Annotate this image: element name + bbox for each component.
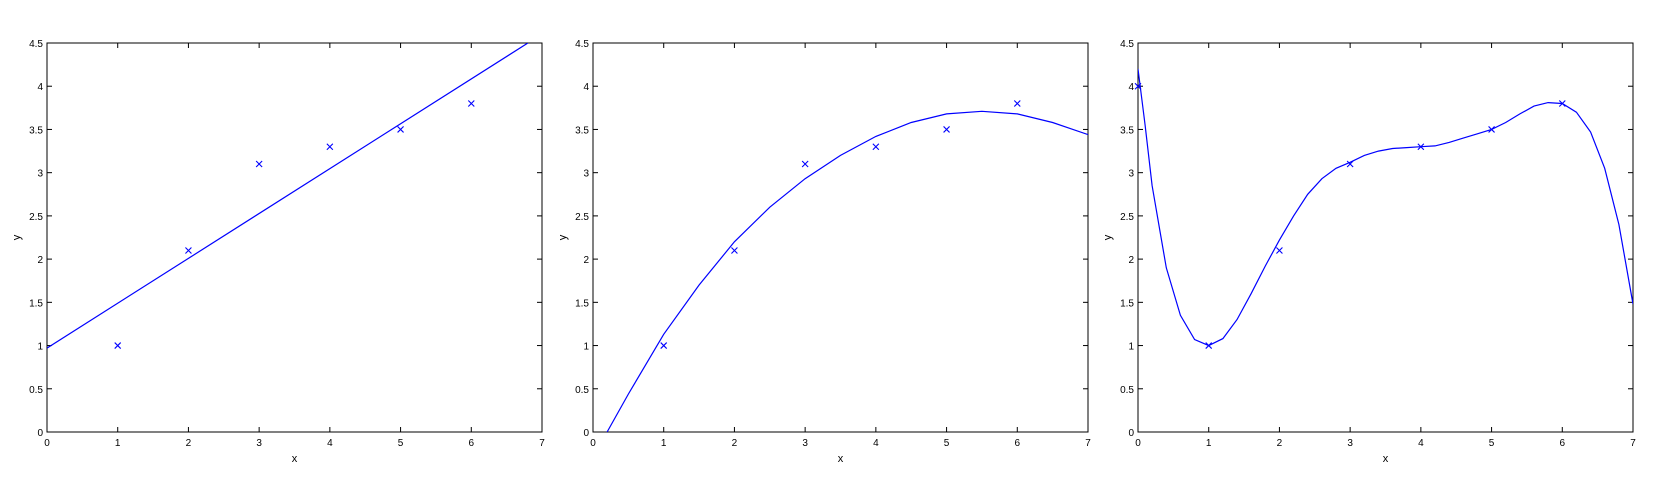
data-point xyxy=(1346,160,1354,168)
y-tick-label: 3 xyxy=(583,169,589,180)
x-tick-label: 4 xyxy=(327,438,333,449)
x-axis-label: x xyxy=(838,453,844,465)
data-point xyxy=(731,247,738,254)
x-tick-label: 2 xyxy=(186,438,192,449)
x-tick-label: 3 xyxy=(1347,438,1353,449)
y-tick-label: 4.5 xyxy=(29,39,43,50)
y-tick-label: 3.5 xyxy=(1120,125,1134,136)
x-tick-label: 2 xyxy=(732,438,738,449)
y-tick-label: 3 xyxy=(1128,169,1134,180)
x-tick-label: 5 xyxy=(1489,438,1495,449)
data-point xyxy=(185,247,192,254)
x-tick-label: 0 xyxy=(44,438,50,449)
x-axis-label: x xyxy=(1383,453,1389,465)
data-point xyxy=(326,143,334,151)
y-tick-label: 0.5 xyxy=(1120,385,1134,396)
plot-frame xyxy=(1137,42,1634,433)
x-tick-label: 6 xyxy=(1560,438,1566,449)
data-point xyxy=(1488,126,1495,133)
y-axis-label: y xyxy=(557,234,569,240)
y-tick-label: 0.5 xyxy=(575,385,589,396)
x-tick-label: 5 xyxy=(944,438,950,449)
y-tick-label: 4 xyxy=(37,82,43,93)
x-tick-label: 1 xyxy=(1206,438,1212,449)
y-axis-label: y xyxy=(11,234,23,240)
data-point xyxy=(1558,100,1566,107)
y-tick-label: 2.5 xyxy=(575,212,589,223)
data-point xyxy=(1205,342,1213,349)
data-point xyxy=(1417,143,1425,151)
x-axis-label: x xyxy=(292,453,298,465)
x-tick-label: 1 xyxy=(115,438,121,449)
x-tick-label: 2 xyxy=(1277,438,1283,449)
x-tick-label: 3 xyxy=(802,438,808,449)
x-tick-label: 5 xyxy=(398,438,404,449)
y-tick-label: 2.5 xyxy=(1120,212,1134,223)
y-tick-label: 4.5 xyxy=(1120,39,1134,50)
data-point xyxy=(1134,82,1142,90)
y-tick-label: 4.5 xyxy=(575,39,589,50)
y-tick-label: 4 xyxy=(1128,82,1134,93)
x-tick-label: 7 xyxy=(539,438,545,449)
subplot-2: 0 1 2 3 4 5 6 7 0 0.5 1 1.5 2 2.5 3 3.5 4 4.5 x y xyxy=(557,39,1091,465)
subplot-3: 0 1 2 3 4 5 6 7 0 0.5 1 1.5 2 2.5 3 3.5 4 4.5 x y xyxy=(1102,39,1636,465)
y-tick-label: 0 xyxy=(37,428,43,439)
y-tick-label: 3.5 xyxy=(29,125,43,136)
data-point xyxy=(1013,100,1021,107)
x-tick-label: 0 xyxy=(590,438,596,449)
data-point xyxy=(872,143,880,151)
x-tick-label: 4 xyxy=(1418,438,1424,449)
x-tick-label: 7 xyxy=(1630,438,1636,449)
x-tick-label: 0 xyxy=(1135,438,1141,449)
y-tick-label: 0 xyxy=(583,428,589,439)
data-point xyxy=(943,126,950,133)
x-tick-label: 6 xyxy=(1015,438,1021,449)
y-tick-label: 1.5 xyxy=(29,298,43,309)
data-point xyxy=(801,160,809,168)
y-tick-label: 2.5 xyxy=(29,212,43,223)
x-tick-label: 4 xyxy=(873,438,879,449)
plot-frame xyxy=(46,42,543,433)
fit-line xyxy=(1138,68,1633,347)
y-tick-label: 1.5 xyxy=(575,298,589,309)
y-tick-label: 2 xyxy=(1128,255,1134,266)
x-tick-label: 3 xyxy=(256,438,262,449)
data-point xyxy=(255,160,263,168)
x-tick-label: 1 xyxy=(661,438,667,449)
y-tick-label: 3 xyxy=(37,169,43,180)
y-tick-label: 1.5 xyxy=(1120,298,1134,309)
x-tick-label: 7 xyxy=(1085,438,1091,449)
plot-frame xyxy=(592,42,1089,433)
data-point xyxy=(660,342,668,349)
y-tick-label: 1 xyxy=(583,342,589,353)
data-point xyxy=(114,342,122,349)
y-tick-label: 1 xyxy=(37,342,43,353)
y-tick-label: 2 xyxy=(37,255,43,266)
data-point xyxy=(1276,247,1283,254)
data-point xyxy=(397,126,404,133)
subplot-1: 0 1 2 3 4 5 6 7 0 0.5 1 1.5 2 2.5 3 3.5 4 4.5 x y xyxy=(11,39,545,465)
y-tick-label: 1 xyxy=(1128,342,1134,353)
data-point xyxy=(467,100,475,107)
y-tick-label: 3.5 xyxy=(575,125,589,136)
y-tick-label: 2 xyxy=(583,255,589,266)
y-tick-label: 0.5 xyxy=(29,385,43,396)
x-tick-label: 6 xyxy=(469,438,475,449)
y-tick-label: 0 xyxy=(1128,428,1134,439)
fit-line xyxy=(606,110,1088,432)
y-tick-label: 4 xyxy=(583,82,589,93)
fit-line xyxy=(47,43,529,349)
y-axis-label: y xyxy=(1102,234,1114,240)
